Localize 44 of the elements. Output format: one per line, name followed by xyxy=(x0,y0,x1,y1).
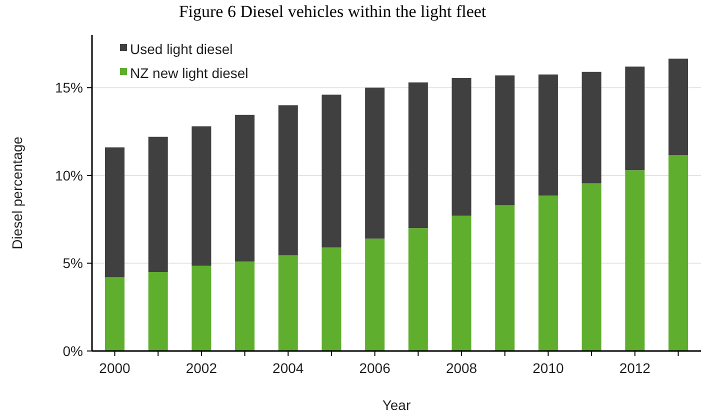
y-axis-title: Diesel percentage xyxy=(9,136,25,250)
bar xyxy=(235,114,255,262)
bar xyxy=(192,266,212,351)
bar xyxy=(105,147,125,278)
bar xyxy=(278,105,298,256)
bar xyxy=(408,82,428,228)
bar xyxy=(495,75,515,206)
x-tick-label: 2012 xyxy=(619,360,651,376)
x-tick-label: 2008 xyxy=(446,360,478,376)
x-tick-label: 2010 xyxy=(532,360,564,376)
y-tick-label: 5% xyxy=(62,255,83,272)
bar xyxy=(192,126,212,266)
bar xyxy=(365,88,385,239)
bar xyxy=(452,216,472,351)
bar xyxy=(625,170,645,351)
x-tick-label: 2000 xyxy=(99,360,131,376)
bar xyxy=(582,72,602,184)
bar xyxy=(668,155,688,351)
bar xyxy=(668,58,688,156)
y-tick-label: 0% xyxy=(62,342,83,359)
y-tick-label: 15% xyxy=(54,80,83,96)
bar xyxy=(105,277,125,351)
bar xyxy=(148,272,168,351)
bar xyxy=(452,78,472,216)
legend-label: NZ new light diesel xyxy=(130,64,248,81)
legend-label: Used light diesel xyxy=(130,40,233,57)
bar xyxy=(322,247,342,351)
bar xyxy=(278,255,298,351)
bar xyxy=(365,238,385,351)
bar xyxy=(322,94,342,248)
bar xyxy=(538,74,558,196)
x-tick-label: 2006 xyxy=(359,360,391,376)
bar xyxy=(148,136,168,272)
bar xyxy=(625,66,645,170)
chart-title: Figure 6 Diesel vehicles within the light fleet xyxy=(178,2,486,21)
bar xyxy=(538,196,558,351)
x-tick-label: 2004 xyxy=(272,360,304,376)
bar xyxy=(408,228,428,351)
x-tick-label: 2002 xyxy=(186,360,218,376)
bar xyxy=(582,183,602,351)
x-axis-title: Year xyxy=(382,397,411,413)
bar xyxy=(495,205,515,351)
y-tick-label: 10% xyxy=(54,167,83,184)
bar xyxy=(235,261,255,351)
